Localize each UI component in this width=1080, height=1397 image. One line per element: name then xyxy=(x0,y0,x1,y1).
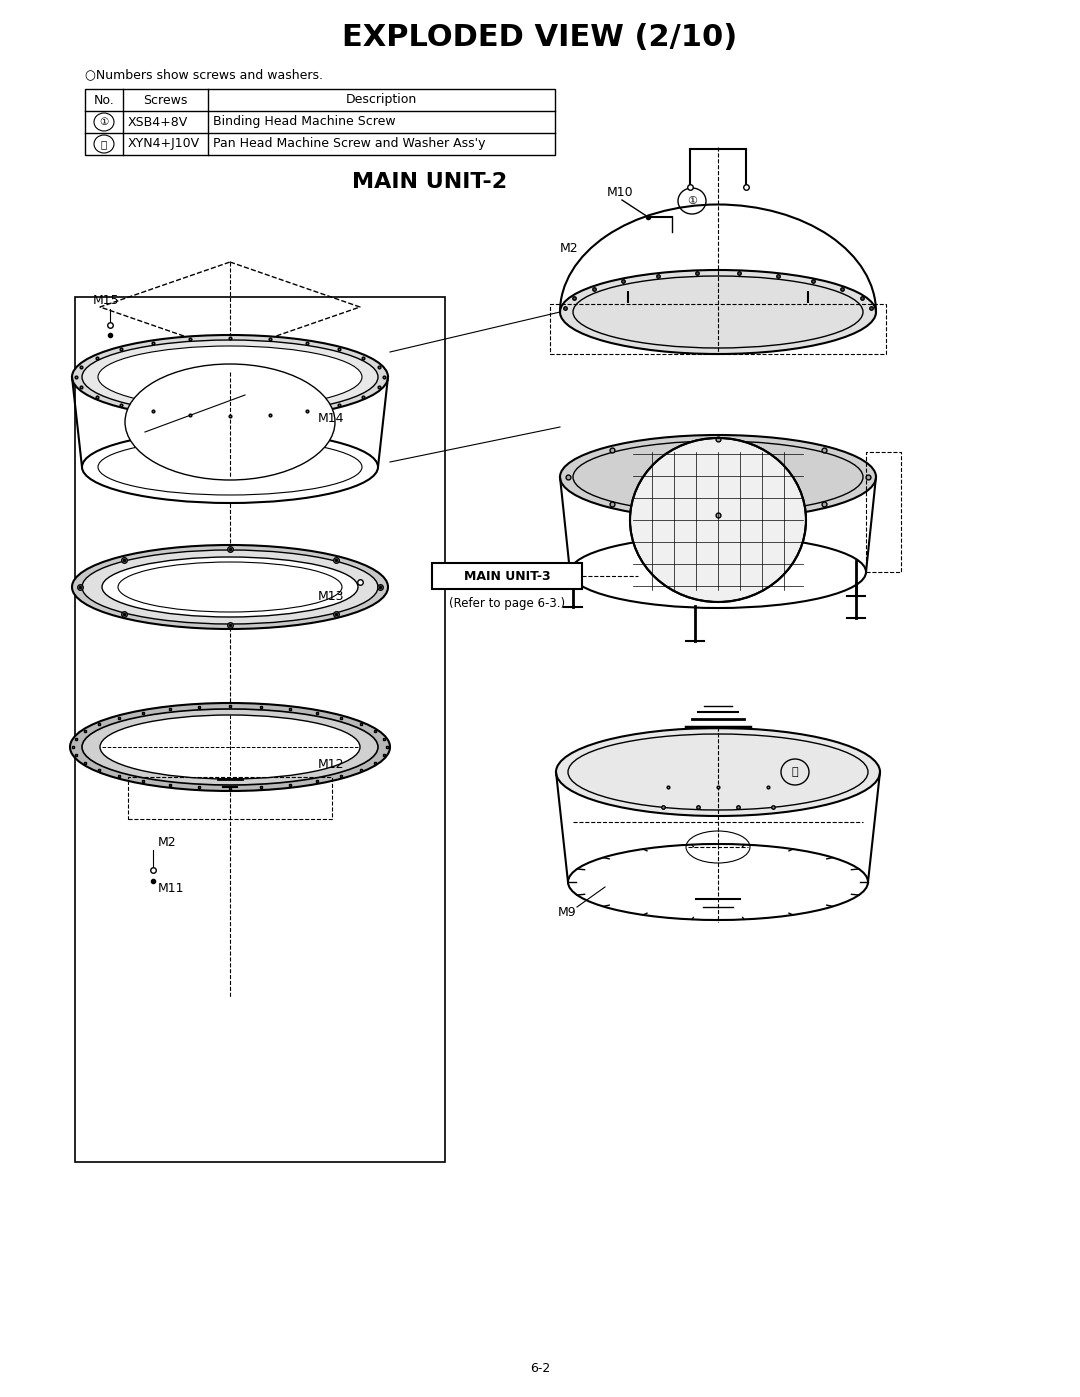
Text: ①: ① xyxy=(99,117,109,127)
Text: XSB4+8V: XSB4+8V xyxy=(129,116,188,129)
Ellipse shape xyxy=(72,545,388,629)
Text: (Refer to page 6-3.): (Refer to page 6-3.) xyxy=(449,598,565,610)
Text: MAIN UNIT-2: MAIN UNIT-2 xyxy=(352,172,508,191)
Ellipse shape xyxy=(100,715,360,780)
Text: ⑬: ⑬ xyxy=(100,138,107,149)
Text: M15: M15 xyxy=(93,293,120,306)
Bar xyxy=(432,563,582,590)
Ellipse shape xyxy=(82,550,378,624)
Text: MAIN UNIT-3: MAIN UNIT-3 xyxy=(463,570,551,583)
Text: M2: M2 xyxy=(158,835,177,848)
Ellipse shape xyxy=(125,365,335,481)
Text: EXPLODED VIEW (2/10): EXPLODED VIEW (2/10) xyxy=(342,22,738,52)
Ellipse shape xyxy=(82,710,378,785)
Ellipse shape xyxy=(82,339,378,414)
Text: 6-2: 6-2 xyxy=(530,1362,550,1376)
Ellipse shape xyxy=(568,844,868,921)
Ellipse shape xyxy=(82,432,378,503)
Text: M11: M11 xyxy=(158,883,185,895)
Bar xyxy=(866,453,901,571)
Ellipse shape xyxy=(98,346,362,408)
Text: ○Numbers show screws and washers.: ○Numbers show screws and washers. xyxy=(85,68,323,81)
Text: M10: M10 xyxy=(607,186,634,198)
Text: Description: Description xyxy=(346,94,417,106)
Bar xyxy=(550,305,886,353)
Ellipse shape xyxy=(72,335,388,419)
Text: M12: M12 xyxy=(318,759,345,771)
Text: M9: M9 xyxy=(558,905,577,918)
Text: M2: M2 xyxy=(561,243,579,256)
Ellipse shape xyxy=(561,270,876,353)
Text: Binding Head Machine Screw: Binding Head Machine Screw xyxy=(213,116,395,129)
Bar xyxy=(85,89,555,155)
Ellipse shape xyxy=(561,434,876,520)
Ellipse shape xyxy=(556,728,880,816)
Text: ⑬: ⑬ xyxy=(792,767,798,777)
Text: XYN4+J10V: XYN4+J10V xyxy=(129,137,200,151)
Ellipse shape xyxy=(70,703,390,791)
Text: Pan Head Machine Screw and Washer Ass'y: Pan Head Machine Screw and Washer Ass'y xyxy=(213,137,486,151)
Ellipse shape xyxy=(570,536,866,608)
Text: No.: No. xyxy=(94,94,114,106)
Ellipse shape xyxy=(102,557,357,617)
Bar xyxy=(75,298,445,1162)
Text: M13: M13 xyxy=(318,591,345,604)
Ellipse shape xyxy=(630,439,806,602)
Text: M14: M14 xyxy=(318,412,345,426)
Text: Screws: Screws xyxy=(144,94,188,106)
Bar xyxy=(129,777,332,819)
Text: ①: ① xyxy=(687,196,697,205)
